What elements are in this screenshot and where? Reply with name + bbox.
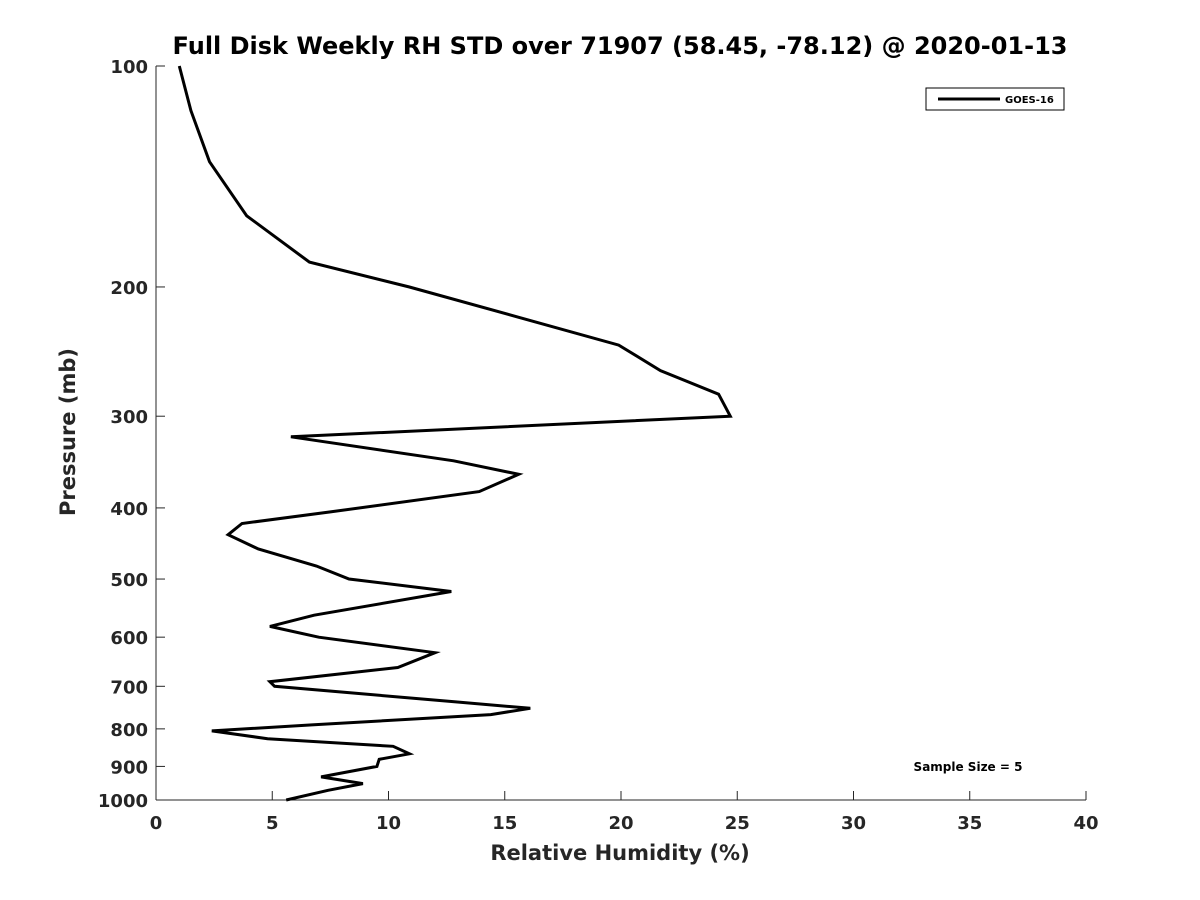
x-axis-label: Relative Humidity (%) (490, 841, 749, 865)
y-tick-label: 400 (110, 499, 148, 520)
x-tick-label: 15 (492, 813, 517, 834)
y-tick-label: 100 (110, 57, 148, 78)
legend-label-goes16: GOES-16 (1005, 95, 1054, 106)
x-tick-label: 35 (957, 813, 982, 834)
y-tick-label: 200 (110, 278, 148, 299)
series-line-goes16 (177, 65, 733, 802)
chart-title: Full Disk Weekly RH STD over 71907 (58.4… (173, 32, 1068, 60)
y-axis-ticks: 100 200 300 400 500 600 700 800 900 1000 (98, 57, 165, 812)
x-tick-label: 0 (150, 813, 163, 834)
y-axis-label: Pressure (mb) (56, 348, 80, 516)
data-series (177, 65, 733, 802)
x-tick-label: 5 (266, 813, 279, 834)
x-tick-label: 10 (376, 813, 401, 834)
x-axis-ticks: 0 5 10 15 20 25 30 35 40 (150, 791, 1099, 834)
x-tick-label: 30 (841, 813, 866, 834)
sample-size-annotation: Sample Size = 5 (914, 760, 1023, 774)
y-tick-label: 500 (110, 570, 148, 591)
y-tick-label: 600 (110, 628, 148, 649)
y-tick-label: 700 (110, 677, 148, 698)
y-tick-label: 900 (110, 757, 148, 778)
y-tick-label: 1000 (98, 791, 148, 812)
x-tick-label: 25 (725, 813, 750, 834)
y-tick-label: 800 (110, 720, 148, 741)
x-tick-label: 40 (1073, 813, 1098, 834)
legend: GOES-16 (925, 87, 1065, 111)
x-tick-label: 20 (608, 813, 633, 834)
y-tick-label: 300 (110, 407, 148, 428)
plot-axes (155, 66, 1086, 801)
